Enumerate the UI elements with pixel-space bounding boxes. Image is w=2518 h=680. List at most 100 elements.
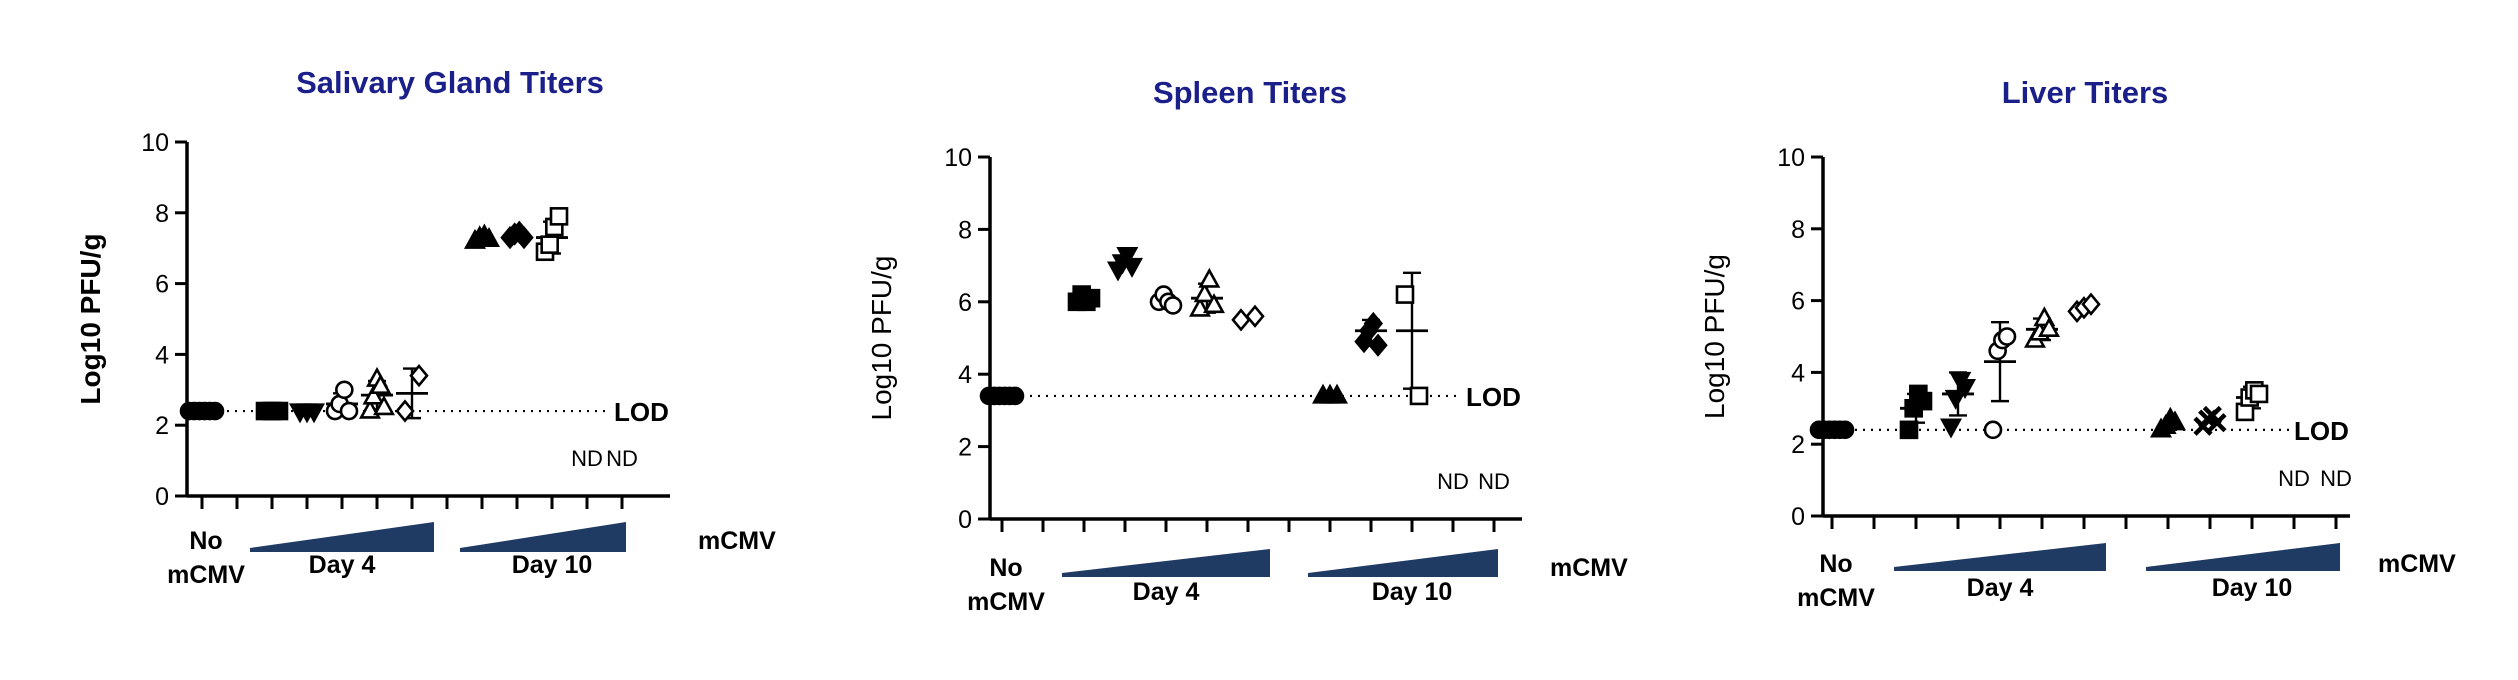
y-tick-label: 4 xyxy=(958,361,972,389)
data-group xyxy=(535,207,569,262)
no-mcmv-label: mCMV xyxy=(967,588,1045,616)
y-tick-label: 2 xyxy=(1791,431,1805,459)
data-group xyxy=(464,223,500,249)
nd-label: ND xyxy=(2278,466,2310,491)
data-group xyxy=(179,401,225,421)
data-point xyxy=(409,364,429,388)
y-tick-label: 2 xyxy=(155,412,169,440)
data-group xyxy=(1809,420,1855,440)
data-point xyxy=(369,373,392,394)
data-point xyxy=(2038,317,2060,338)
data-group xyxy=(255,401,289,421)
no-mcmv-label: No xyxy=(189,527,222,555)
data-group xyxy=(1067,285,1101,312)
chart-panel: Salivary Gland Titers Log10 PFU/g 0 2 4 6 8 10 L… xyxy=(75,65,776,589)
dose-wedge xyxy=(250,522,434,552)
data-group xyxy=(1107,247,1143,282)
y-axis-label: Log10 PFU/g xyxy=(866,256,897,421)
data-point xyxy=(1944,389,1967,410)
data-point xyxy=(1193,282,1216,303)
data-group xyxy=(2024,306,2060,348)
data-point xyxy=(269,401,289,421)
data-point xyxy=(1899,420,1919,440)
data-point xyxy=(2081,292,2101,316)
data-point xyxy=(1954,379,1976,400)
data-group xyxy=(289,403,325,424)
dose-wedge xyxy=(1308,549,1498,577)
mcmv-label: mCMV xyxy=(2378,550,2456,578)
y-tick-label: 4 xyxy=(1791,359,1805,387)
y-tick-label: 6 xyxy=(155,271,169,299)
data-group xyxy=(1395,271,1429,406)
nd-label: ND xyxy=(1478,469,1510,494)
data-point xyxy=(1245,304,1265,328)
data-group xyxy=(359,366,395,419)
dose-wedge xyxy=(1894,543,2106,571)
nd-label: ND xyxy=(2320,466,2352,491)
data-point xyxy=(1121,257,1143,278)
data-point xyxy=(373,395,395,416)
y-tick-label: 8 xyxy=(1791,216,1805,244)
nd-label: ND xyxy=(1437,469,1469,494)
data-point xyxy=(1363,311,1384,336)
data-point xyxy=(2249,384,2269,404)
data-group xyxy=(1189,267,1225,317)
data-point xyxy=(1081,288,1101,308)
y-tick-label: 10 xyxy=(1777,144,1805,172)
data-group xyxy=(1312,383,1348,404)
data-point xyxy=(362,384,385,405)
data-group xyxy=(1149,285,1183,315)
data-point xyxy=(1997,327,2017,346)
data-point xyxy=(1005,386,1025,406)
data-point xyxy=(540,235,559,254)
data-point xyxy=(1409,386,1429,406)
data-point xyxy=(1368,333,1388,357)
lod-label: LOD xyxy=(1466,382,1521,412)
dose-wedge xyxy=(460,522,626,552)
data-group xyxy=(2193,405,2227,436)
data-point xyxy=(339,401,359,421)
data-point xyxy=(1203,293,1225,314)
y-tick-label: 8 xyxy=(958,216,972,244)
no-mcmv-label: mCMV xyxy=(167,561,245,589)
day4-label: Day 4 xyxy=(1133,578,1200,606)
data-point xyxy=(1231,308,1251,332)
chart-panel: Spleen Titers Log10 PFU/g 0 2 4 6 8 10 LOD ND ND No… xyxy=(866,75,1628,616)
y-tick-label: 0 xyxy=(155,483,169,511)
y-tick-label: 0 xyxy=(958,506,972,534)
data-point xyxy=(335,380,354,400)
no-mcmv-label: No xyxy=(1819,550,1852,578)
data-point xyxy=(1940,418,1962,439)
y-tick-label: 0 xyxy=(1791,503,1805,531)
data-point xyxy=(478,227,500,248)
day10-label: Day 10 xyxy=(2212,574,2293,602)
data-group xyxy=(1231,304,1265,332)
data-group xyxy=(1983,320,2017,440)
data-point xyxy=(1983,420,2003,440)
data-group xyxy=(500,220,534,250)
lod-label: LOD xyxy=(614,397,669,427)
data-point xyxy=(1395,285,1415,304)
data-group xyxy=(1940,371,1976,439)
no-mcmv-label: No xyxy=(989,554,1022,582)
data-group xyxy=(1899,384,1933,440)
data-point xyxy=(2164,410,2186,431)
data-point xyxy=(1326,383,1348,404)
y-tick-label: 6 xyxy=(958,289,972,317)
chart-panel: Liver Titers Log10 PFU/g 0 2 4 6 8 10 LOD ND ND No m… xyxy=(1699,75,2456,612)
data-group xyxy=(2150,406,2186,438)
day10-label: Day 10 xyxy=(512,551,593,579)
y-tick-label: 10 xyxy=(141,129,169,157)
day4-label: Day 4 xyxy=(1967,574,2034,602)
data-point xyxy=(303,403,325,424)
day10-label: Day 10 xyxy=(1372,578,1453,606)
data-point xyxy=(2207,413,2227,433)
y-tick-label: 4 xyxy=(155,341,169,369)
data-group xyxy=(2067,292,2101,324)
chart-title: Salivary Gland Titers xyxy=(296,65,604,100)
y-axis-label: Log10 PFU/g xyxy=(1699,254,1730,419)
data-group xyxy=(979,386,1025,406)
data-point xyxy=(549,207,569,226)
dose-wedge xyxy=(1062,549,1270,577)
data-group xyxy=(325,380,359,421)
